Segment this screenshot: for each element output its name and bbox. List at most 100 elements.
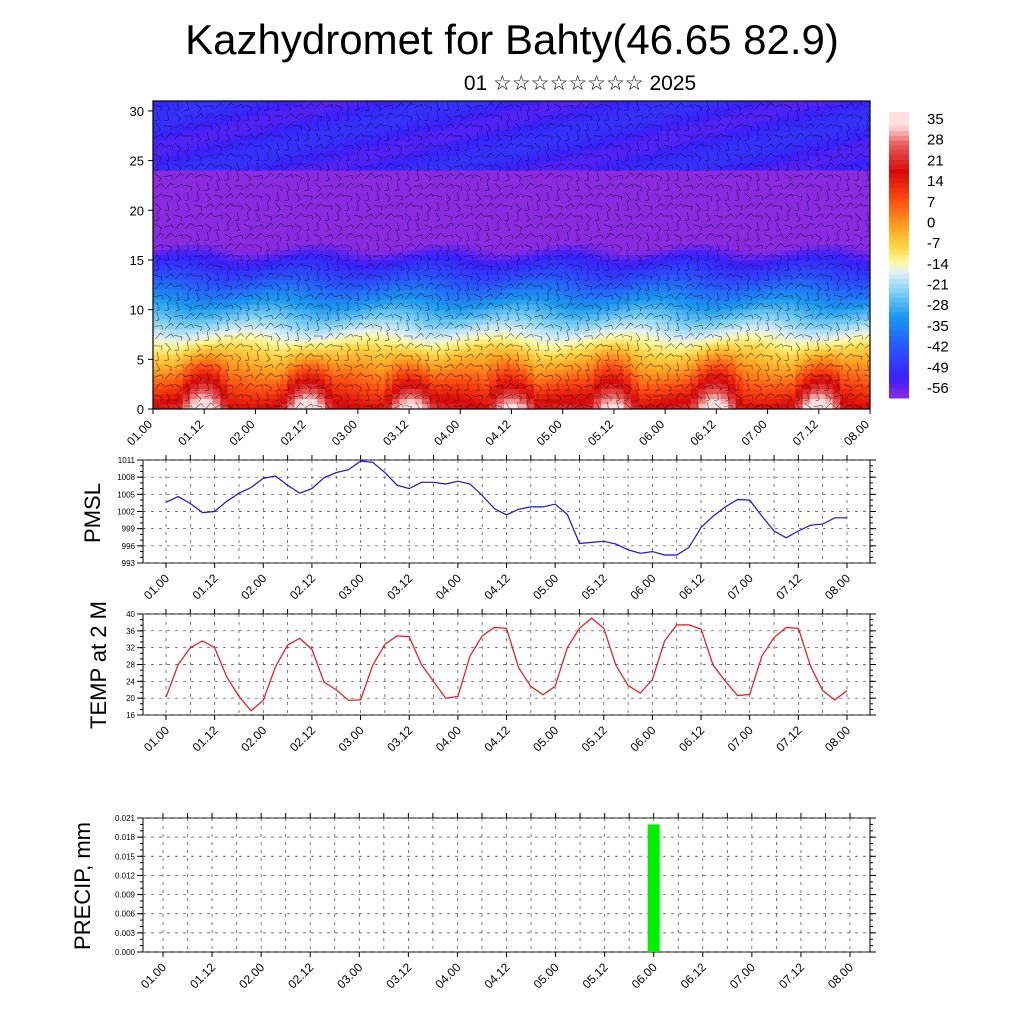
pmsl-ylabel: PMSL (80, 483, 105, 543)
y-tick-label: 999 (122, 525, 136, 534)
heat-y-tick-label: 15 (130, 253, 144, 268)
y-tick-label: 20 (126, 694, 135, 703)
time-tick-label: 08.00 (822, 723, 853, 754)
cross-section-panel: 0 5 10 15 20 25 30 01.00 01.12 02.00 02.12 03.00 03.… (124, 100, 872, 448)
y-tick-label: 1011 (118, 456, 136, 465)
time-tick-label: 03.00 (336, 723, 367, 754)
y-tick-label: 996 (122, 542, 136, 551)
y-tick-label: 28 (126, 661, 135, 670)
y-tick-label: 0.003 (115, 929, 136, 938)
time-tick-label: 04.00 (432, 960, 463, 991)
y-tick-label: 0.015 (115, 852, 136, 861)
page-title: Kazhydromet for Bahty(46.65 82.9) (185, 16, 839, 63)
time-tick-label: 03.00 (336, 571, 367, 602)
time-tick-label: 02.12 (287, 723, 318, 754)
time-tick-label: 02.00 (238, 723, 269, 754)
time-tick-label: 08.00 (822, 571, 853, 602)
colorbar-label: 35 (927, 111, 944, 128)
colorbar-label: 7 (927, 194, 935, 211)
y-tick-label: 24 (126, 677, 135, 686)
time-tick-label: 07.00 (739, 417, 770, 448)
time-tick-label: 07.12 (773, 571, 804, 602)
colorbar-label: -7 (927, 235, 940, 252)
colorbar-label: 28 (927, 132, 944, 149)
heat-y-tick-label: 5 (137, 352, 144, 367)
pmsl-panel: 1011 1008 1005 1002 999 996 993 01.00 01.12 02.00… (117, 455, 876, 602)
time-tick-label: 01.00 (138, 960, 169, 991)
precip-ylabel: PRECIP, mm (70, 822, 95, 950)
time-tick-label: 05.00 (534, 417, 565, 448)
time-tick-label: 02.12 (287, 571, 318, 602)
time-tick-label: 03.12 (383, 960, 414, 991)
time-tick-label: 02.12 (285, 960, 316, 991)
y-tick-label: 16 (126, 711, 135, 720)
time-tick-label: 04.00 (431, 417, 462, 448)
time-tick-label: 05.12 (579, 571, 610, 602)
time-tick-label: 03.00 (334, 960, 365, 991)
time-tick-label: 06.00 (627, 571, 658, 602)
time-tick-label: 03.12 (384, 571, 415, 602)
colorbar-label: 14 (927, 173, 944, 190)
time-tick-label: 06.00 (629, 960, 660, 991)
time-tick-label: 01.12 (187, 960, 218, 991)
time-tick-label: 05.00 (531, 960, 562, 991)
y-tick-label: 0.021 (115, 814, 136, 823)
time-tick-label: 05.12 (579, 723, 610, 754)
time-tick-label: 06.00 (636, 417, 667, 448)
time-tick-label: 01.00 (124, 417, 155, 448)
heat-y-tick-label: 20 (130, 203, 144, 218)
time-tick-label: 05.00 (530, 723, 561, 754)
colorbar-label: -56 (927, 380, 949, 397)
time-tick-label: 05.12 (580, 960, 611, 991)
heat-y-tick-label: 10 (130, 303, 144, 318)
time-tick-label: 02.00 (238, 571, 269, 602)
colorbar-label: -28 (927, 297, 949, 314)
colorbar-label: -49 (927, 359, 949, 376)
time-tick-label: 06.00 (627, 723, 658, 754)
y-tick-label: 0.009 (115, 891, 136, 900)
wind-barbs (153, 101, 870, 409)
colorbar-label: -35 (927, 318, 949, 335)
y-tick-label: 36 (126, 627, 135, 636)
time-tick-label: 07.00 (725, 723, 756, 754)
time-tick-label: 01.12 (175, 417, 206, 448)
time-tick-label: 07.12 (776, 960, 807, 991)
colorbar-label: -42 (927, 339, 949, 356)
page-subtitle: 01 ☆☆☆☆☆☆☆☆ 2025 (463, 72, 697, 95)
y-tick-label: 0.000 (115, 948, 136, 957)
time-tick-label: 04.12 (482, 417, 513, 448)
series-line (165, 460, 847, 556)
time-tick-label: 07.12 (790, 417, 821, 448)
time-tick-label: 05.00 (530, 571, 561, 602)
heat-y-tick-label: 25 (130, 154, 144, 169)
time-tick-label: 03.12 (384, 723, 415, 754)
colorbar: 35 28 21 14 7 0 -7 -14 -21 -28 -35 -42 -49 -56 (889, 111, 949, 399)
series-line (165, 617, 848, 712)
time-tick-label: 08.00 (841, 417, 872, 448)
temp-ylabel: TEMP at 2 M (86, 601, 111, 729)
y-tick-label: 1005 (117, 490, 135, 499)
temp-panel: 40 36 32 28 24 20 16 01.00 01.12 02.00 02.12 03.00 0… (126, 609, 876, 754)
time-tick-label: 01.12 (190, 723, 221, 754)
time-tick-label: 02.00 (226, 417, 257, 448)
time-tick-label: 04.12 (481, 960, 512, 991)
y-tick-label: 40 (126, 610, 135, 619)
time-tick-label: 04.12 (481, 723, 512, 754)
y-tick-label: 1008 (117, 473, 135, 482)
precip-bar (647, 824, 660, 952)
time-tick-label: 07.00 (725, 571, 756, 602)
time-tick-label: 07.12 (773, 723, 804, 754)
colorbar-label: -21 (927, 277, 949, 294)
time-tick-label: 06.12 (678, 960, 709, 991)
time-tick-label: 01.00 (141, 571, 172, 602)
time-tick-label: 06.12 (676, 723, 707, 754)
time-tick-label: 02.12 (278, 417, 309, 448)
colorbar-label: 21 (927, 152, 944, 169)
heat-y-tick-label: 0 (137, 402, 144, 417)
time-tick-label: 04.00 (433, 571, 464, 602)
time-tick-label: 06.12 (676, 571, 707, 602)
time-tick-label: 02.00 (236, 960, 267, 991)
colorbar-label: 0 (927, 214, 935, 231)
time-tick-label: 06.12 (687, 417, 718, 448)
